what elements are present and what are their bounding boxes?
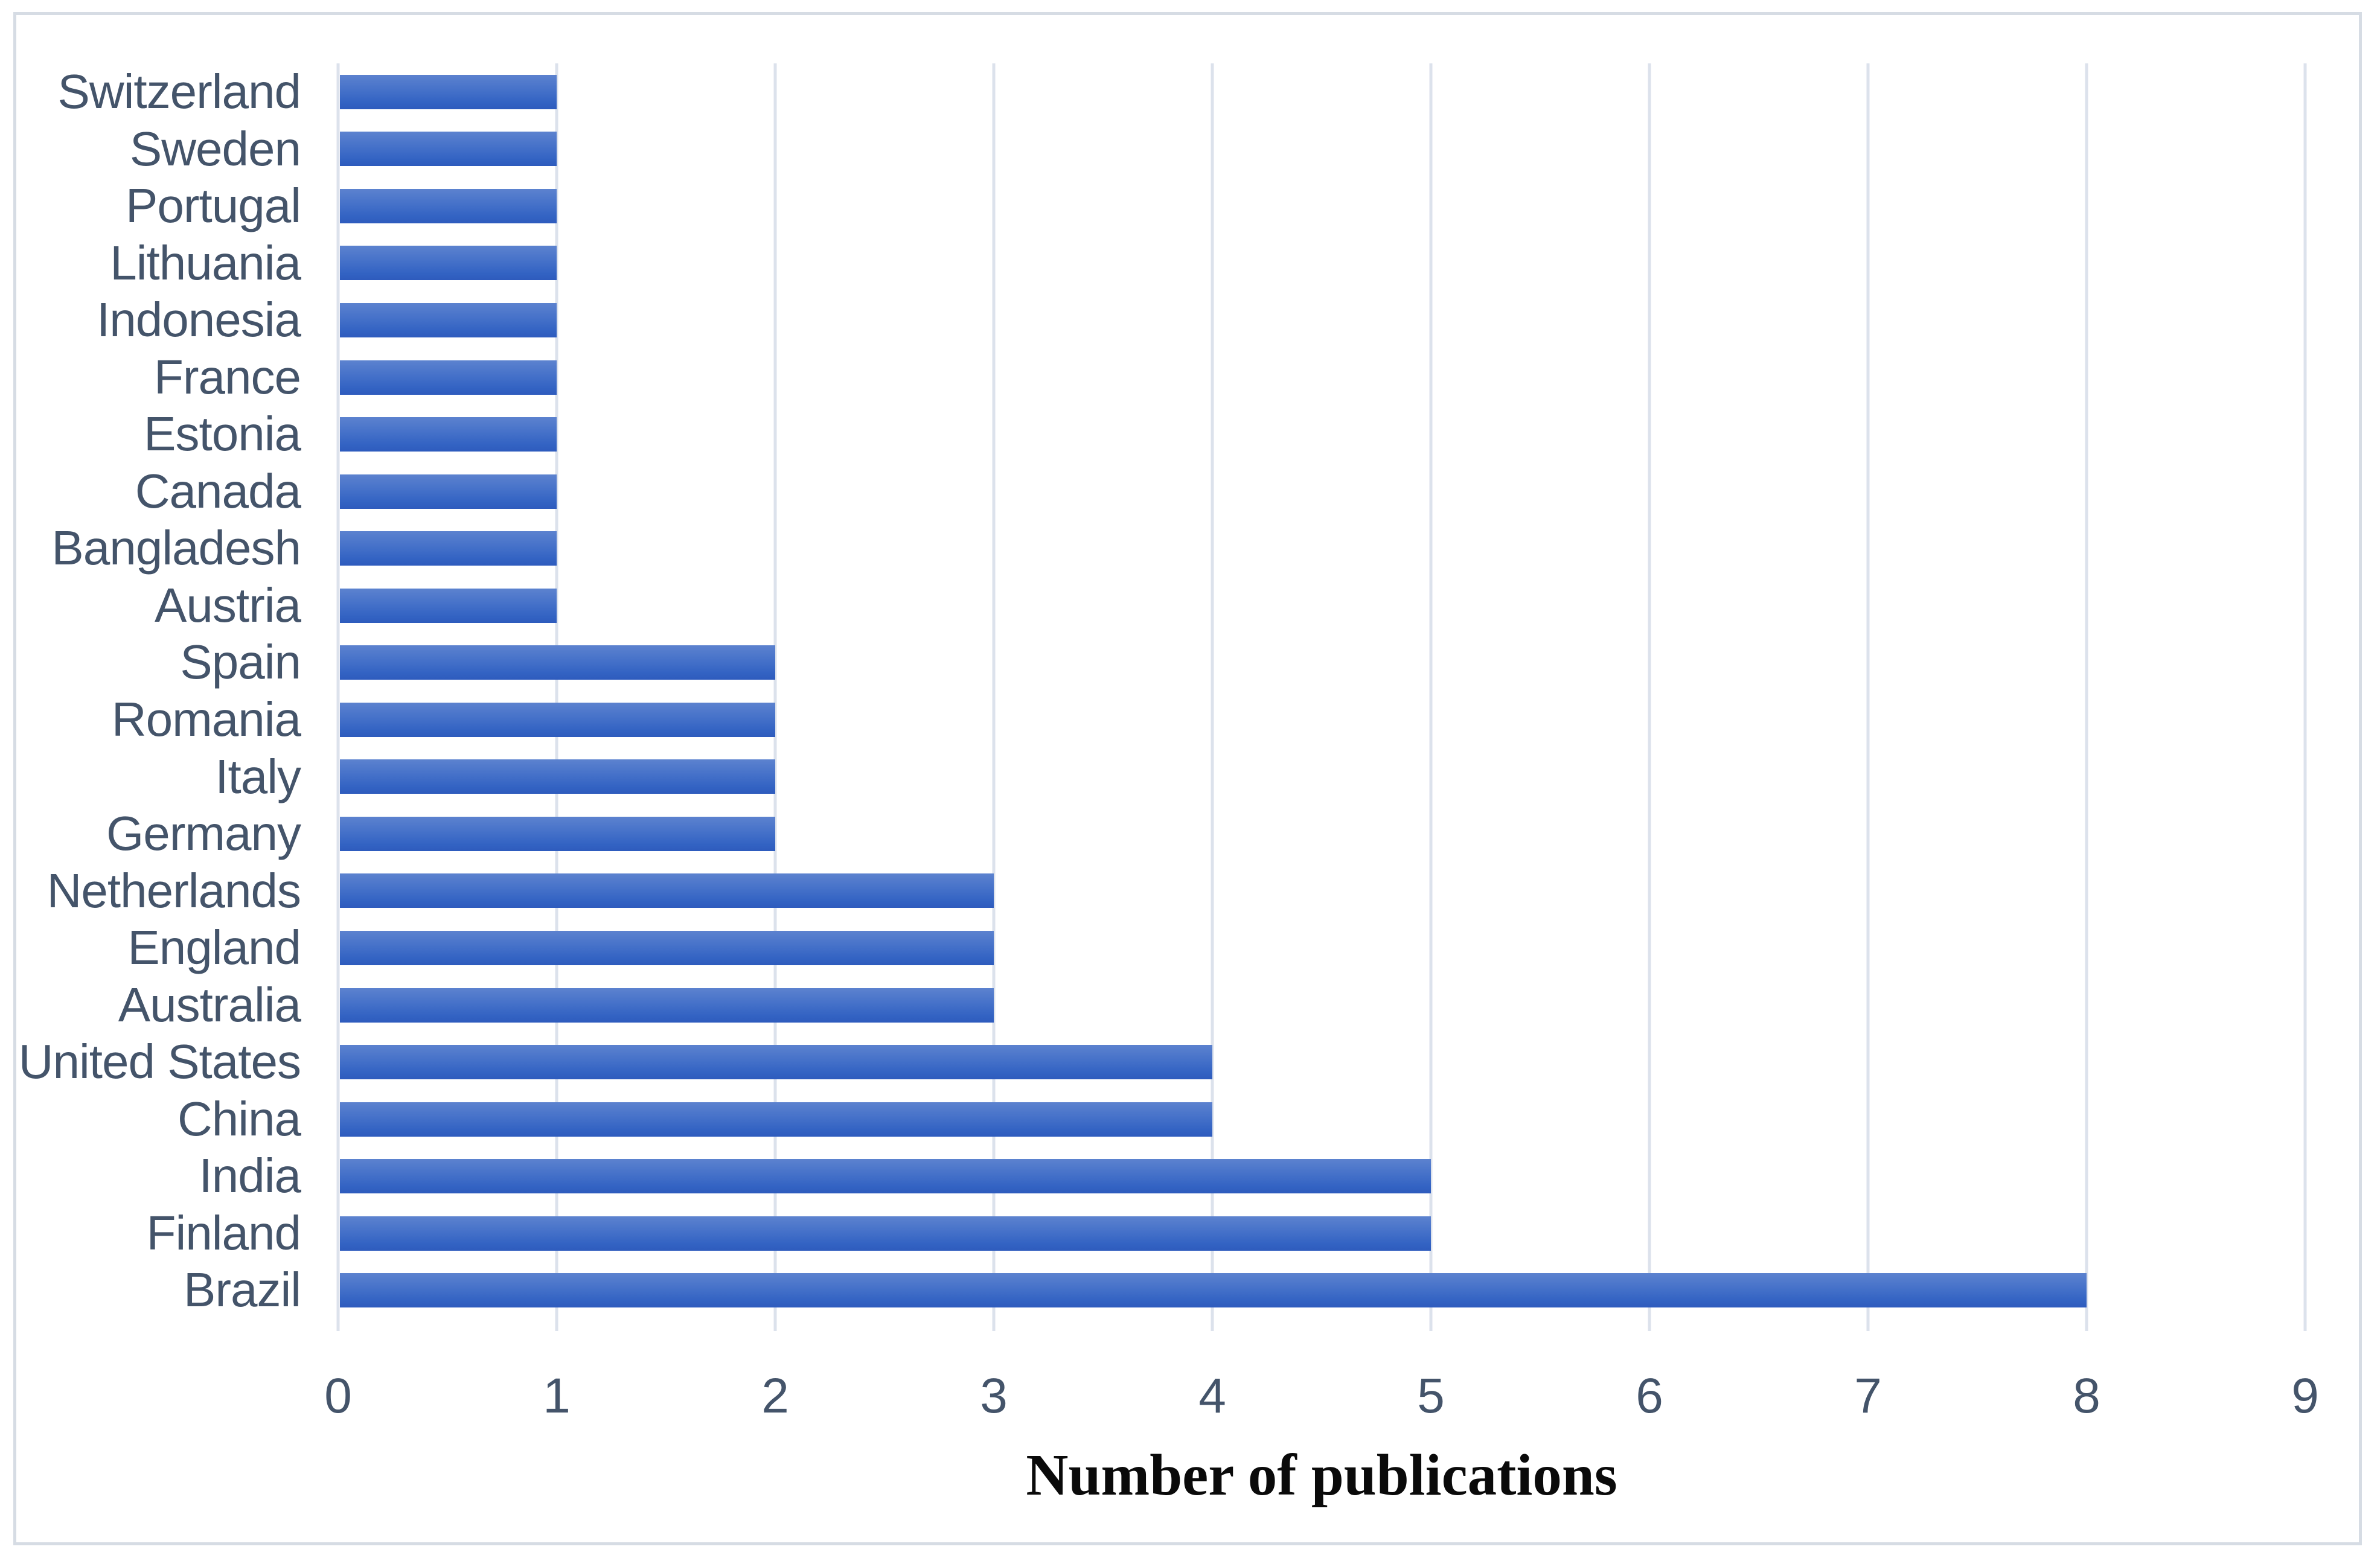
bar	[340, 302, 557, 337]
category-label: Lithuania	[110, 235, 301, 290]
x-tick-label: 3	[980, 1368, 1008, 1423]
gridline-x-5	[1429, 63, 1433, 1331]
x-tick-label: 9	[2291, 1368, 2319, 1423]
bar	[340, 1159, 1431, 1194]
bar	[340, 417, 557, 452]
gridline-x-1	[555, 63, 558, 1331]
category-label: Switzerland	[57, 65, 301, 118]
category-label: Austria	[155, 578, 301, 632]
bar	[340, 930, 994, 965]
bar	[340, 1216, 1431, 1251]
gridline-x-0	[336, 63, 340, 1331]
category-label: Finland	[146, 1205, 301, 1260]
bar	[340, 588, 557, 623]
category-label: Netherlands	[46, 863, 301, 918]
bar	[340, 531, 557, 566]
gridline-x-2	[773, 63, 777, 1331]
bar	[340, 246, 557, 281]
x-tick-label: 8	[2073, 1368, 2100, 1423]
gridline-x-6	[1648, 63, 1651, 1331]
bar	[340, 988, 994, 1023]
category-label: India	[199, 1149, 301, 1203]
bar	[340, 816, 775, 851]
x-tick-label: 0	[324, 1368, 352, 1423]
x-tick-label: 4	[1198, 1368, 1226, 1423]
x-axis-tick-labels: 0 1 2 3 4 5 6 7 8 9	[324, 1368, 2319, 1435]
category-label: Canada	[135, 464, 301, 518]
bar	[340, 759, 775, 794]
bar	[340, 474, 557, 509]
x-tick-label: 5	[1417, 1368, 1445, 1423]
category-label: Spain	[180, 635, 301, 689]
category-label: Brazil	[183, 1263, 301, 1317]
gridline-x-4	[1211, 63, 1214, 1331]
category-label: England	[127, 921, 301, 975]
category-label: Sweden	[129, 121, 301, 176]
category-label: China	[177, 1091, 301, 1146]
bar	[340, 873, 994, 908]
bar	[340, 188, 557, 223]
bars-layer	[338, 63, 2305, 1319]
gridline-x-8	[2085, 63, 2088, 1331]
bar	[340, 132, 557, 167]
category-label: France	[154, 350, 301, 404]
category-label: Australia	[118, 977, 301, 1032]
category-label: Bangladesh	[51, 521, 301, 575]
category-label: Estonia	[144, 407, 301, 461]
x-tick-label: 2	[761, 1368, 789, 1423]
category-label: Indonesia	[97, 293, 301, 347]
bar	[340, 1273, 2087, 1308]
category-label: Germany	[106, 806, 301, 861]
gridline-x-3	[992, 63, 996, 1331]
bar	[340, 74, 557, 109]
gridlines-layer	[336, 63, 2307, 1331]
category-label: Italy	[215, 749, 301, 803]
category-label: Portugal	[126, 179, 301, 233]
bar	[340, 360, 557, 395]
gridline-x-9	[2303, 63, 2307, 1331]
category-label: Romania	[111, 692, 301, 746]
bar	[340, 1102, 1212, 1137]
x-tick-label: 7	[1854, 1368, 1882, 1423]
x-tick-label: 1	[543, 1368, 571, 1423]
bar	[340, 702, 775, 737]
x-tick-label: 6	[1636, 1368, 1663, 1423]
x-axis-title: Number of publications	[1026, 1443, 1617, 1507]
gridline-x-7	[1866, 63, 1870, 1331]
bar	[340, 645, 775, 680]
bar	[340, 1045, 1212, 1080]
category-axis-labels: Switzerland Sweden Portugal Lithuania Indone…	[16, 63, 301, 1319]
category-label: United States	[18, 1035, 301, 1089]
